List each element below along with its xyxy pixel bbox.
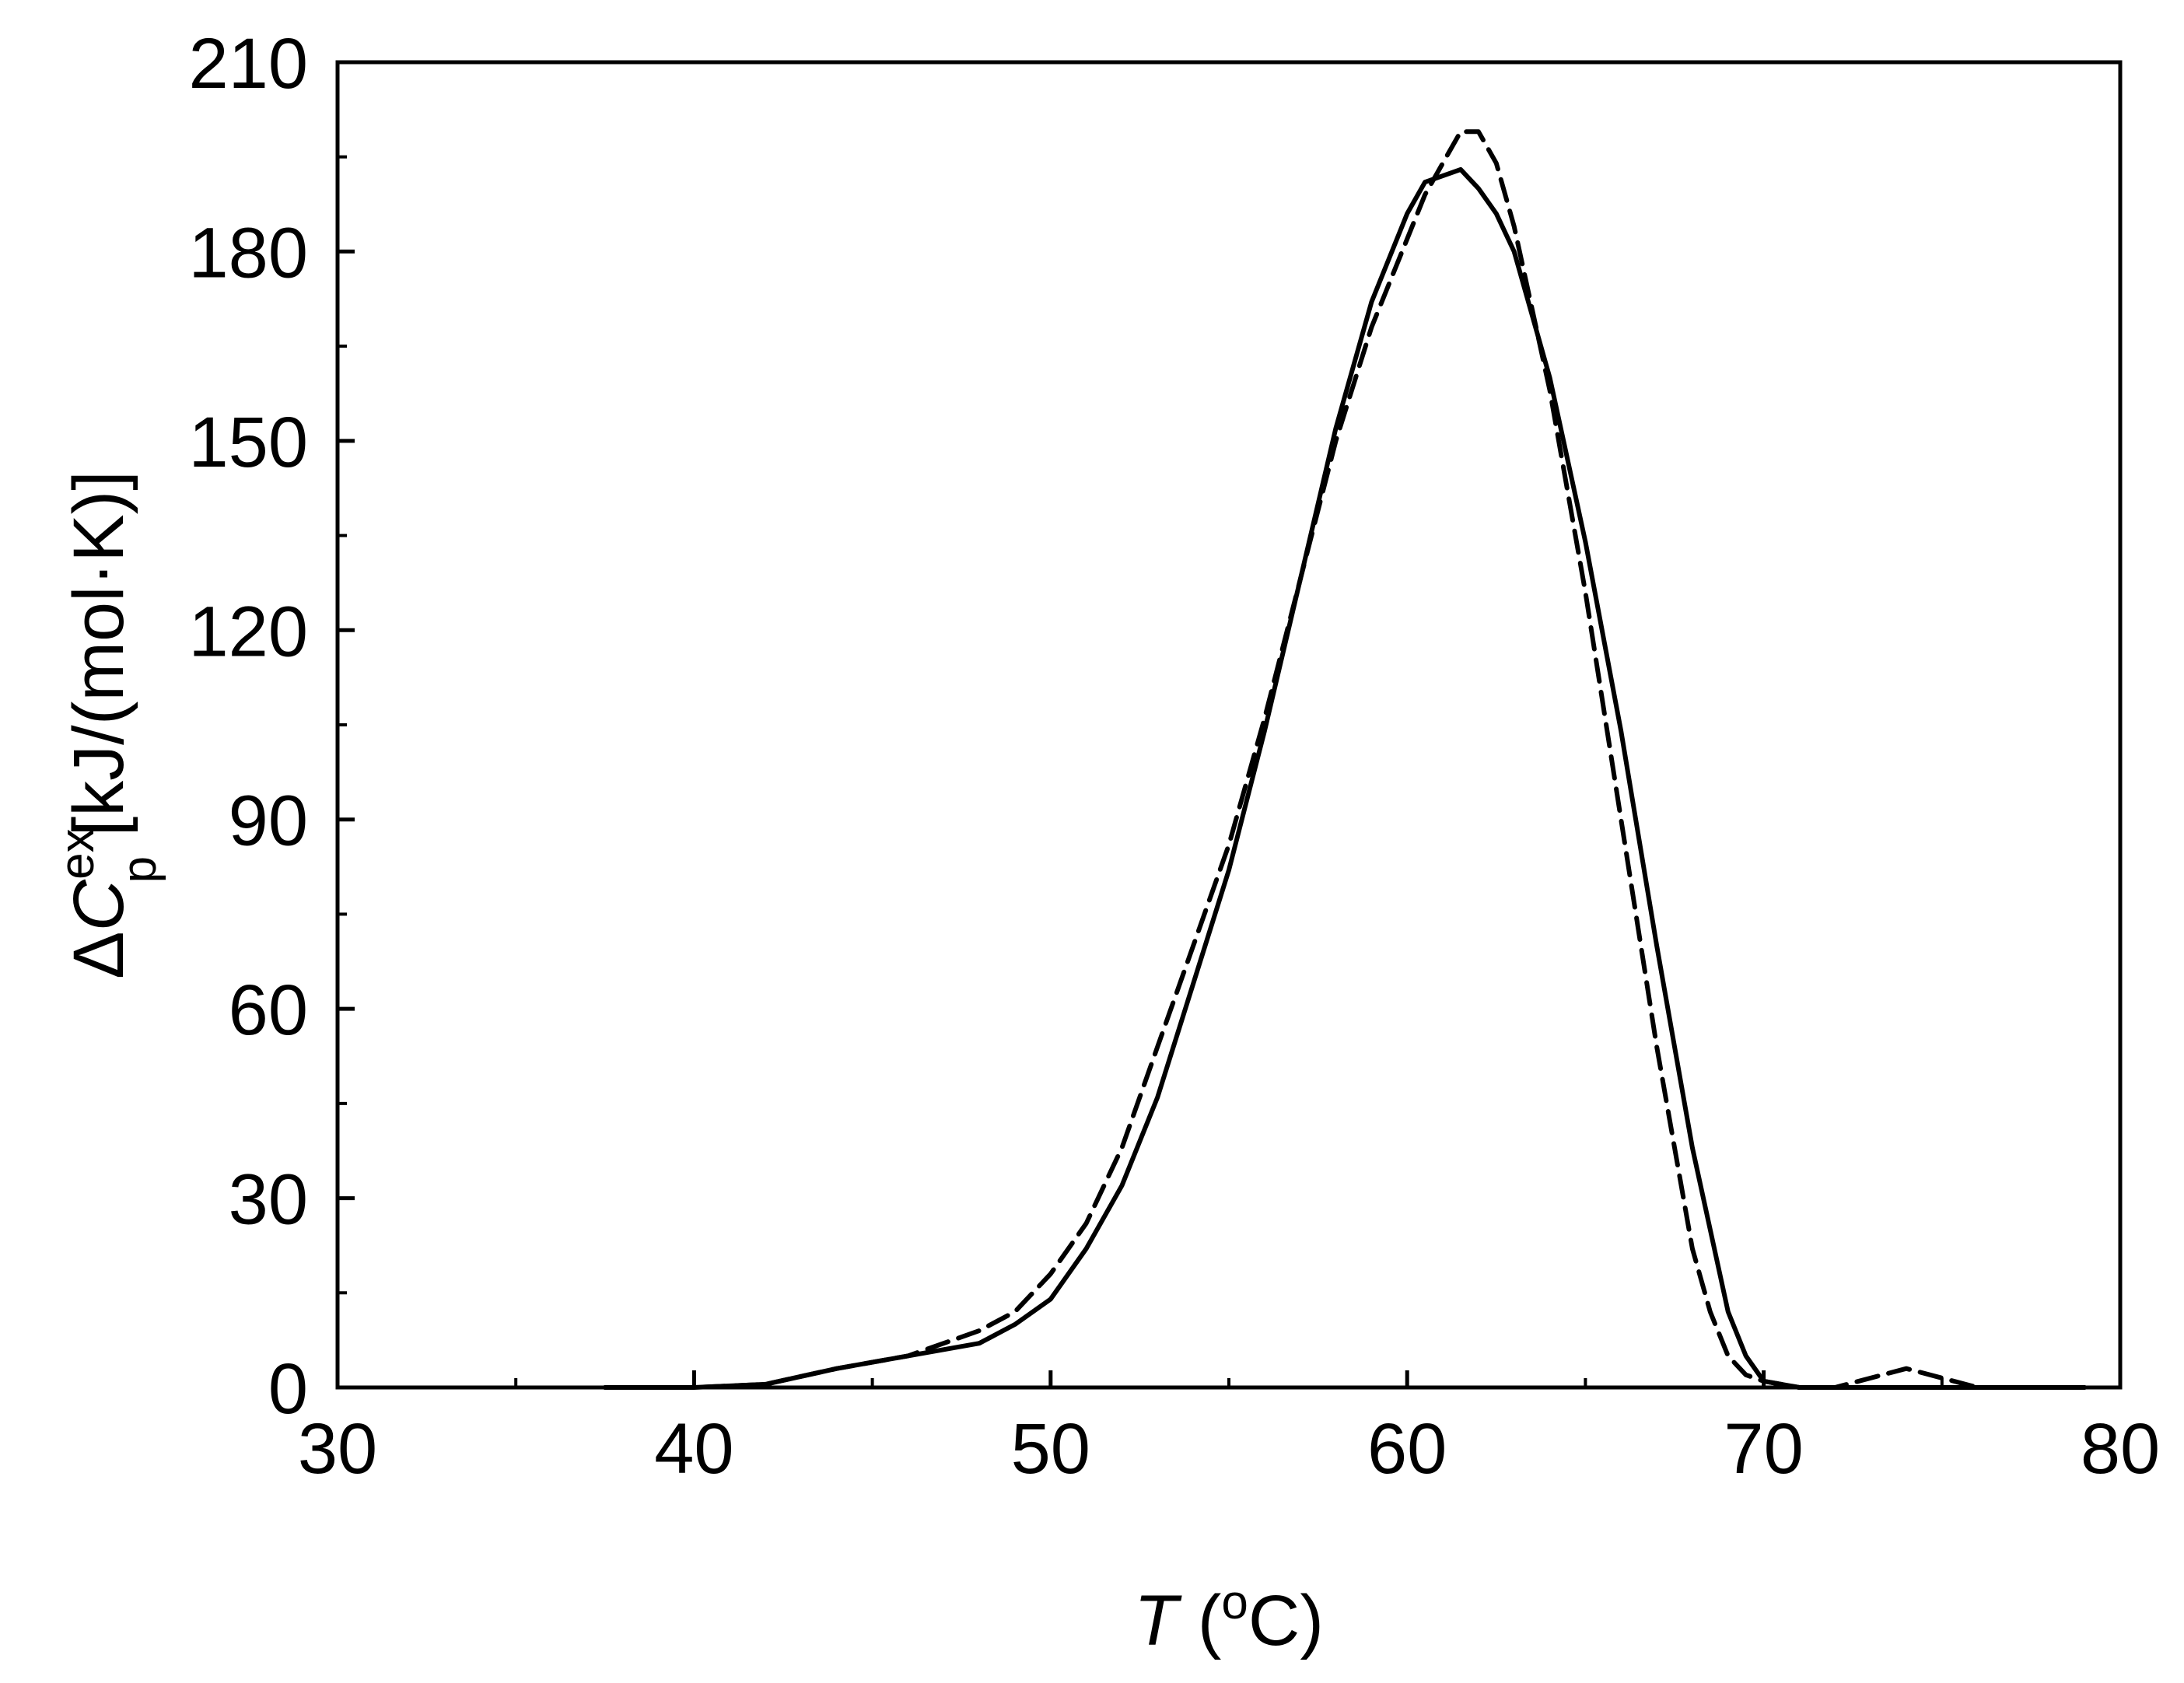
- y-axis-symbol: C: [59, 879, 138, 931]
- dashed-series-line: [602, 129, 2088, 1390]
- y-tick-label: 0: [268, 1349, 308, 1429]
- x-tick-label: 40: [654, 1409, 733, 1489]
- plot-frame: [335, 60, 2123, 1390]
- x-axis-symbol: T: [1134, 1581, 1182, 1660]
- x-axis-unit-open: (: [1178, 1581, 1222, 1660]
- axis-ticks: [335, 60, 2123, 1390]
- x-axis-unit-close: C): [1248, 1581, 1324, 1660]
- x-tick-label: 80: [2081, 1409, 2160, 1489]
- x-tick-label: 30: [298, 1409, 377, 1489]
- solid-series-line: [602, 166, 2088, 1390]
- series-layer: [602, 129, 2088, 1390]
- y-axis-sup: ex: [51, 828, 104, 879]
- y-tick-label: 60: [229, 971, 308, 1050]
- y-axis-sub: p: [113, 856, 166, 883]
- x-tick-label: 60: [1367, 1409, 1447, 1489]
- y-tick-labels: 0 30 60 90 120 150 180 210: [189, 24, 309, 1429]
- y-tick-label: 30: [229, 1160, 308, 1240]
- y-tick-label: 90: [229, 782, 308, 861]
- x-tick-label: 70: [1724, 1409, 1803, 1489]
- y-axis-title: ΔCex p [kJ/(mol·K)]: [51, 471, 166, 979]
- y-tick-label: 210: [189, 24, 309, 103]
- x-axis-unit-sup: o: [1221, 1576, 1248, 1629]
- y-tick-label: 180: [189, 213, 309, 292]
- x-tick-labels: 30 40 50 60 70 80: [298, 1409, 2160, 1489]
- y-axis-delta: Δ: [59, 931, 138, 978]
- x-axis-title: T (oC): [1134, 1576, 1324, 1660]
- y-tick-label: 120: [189, 592, 309, 671]
- y-tick-label: 150: [189, 403, 309, 482]
- x-tick-label: 50: [1011, 1409, 1090, 1489]
- y-axis-unit: [kJ/(mol·K)]: [59, 471, 138, 856]
